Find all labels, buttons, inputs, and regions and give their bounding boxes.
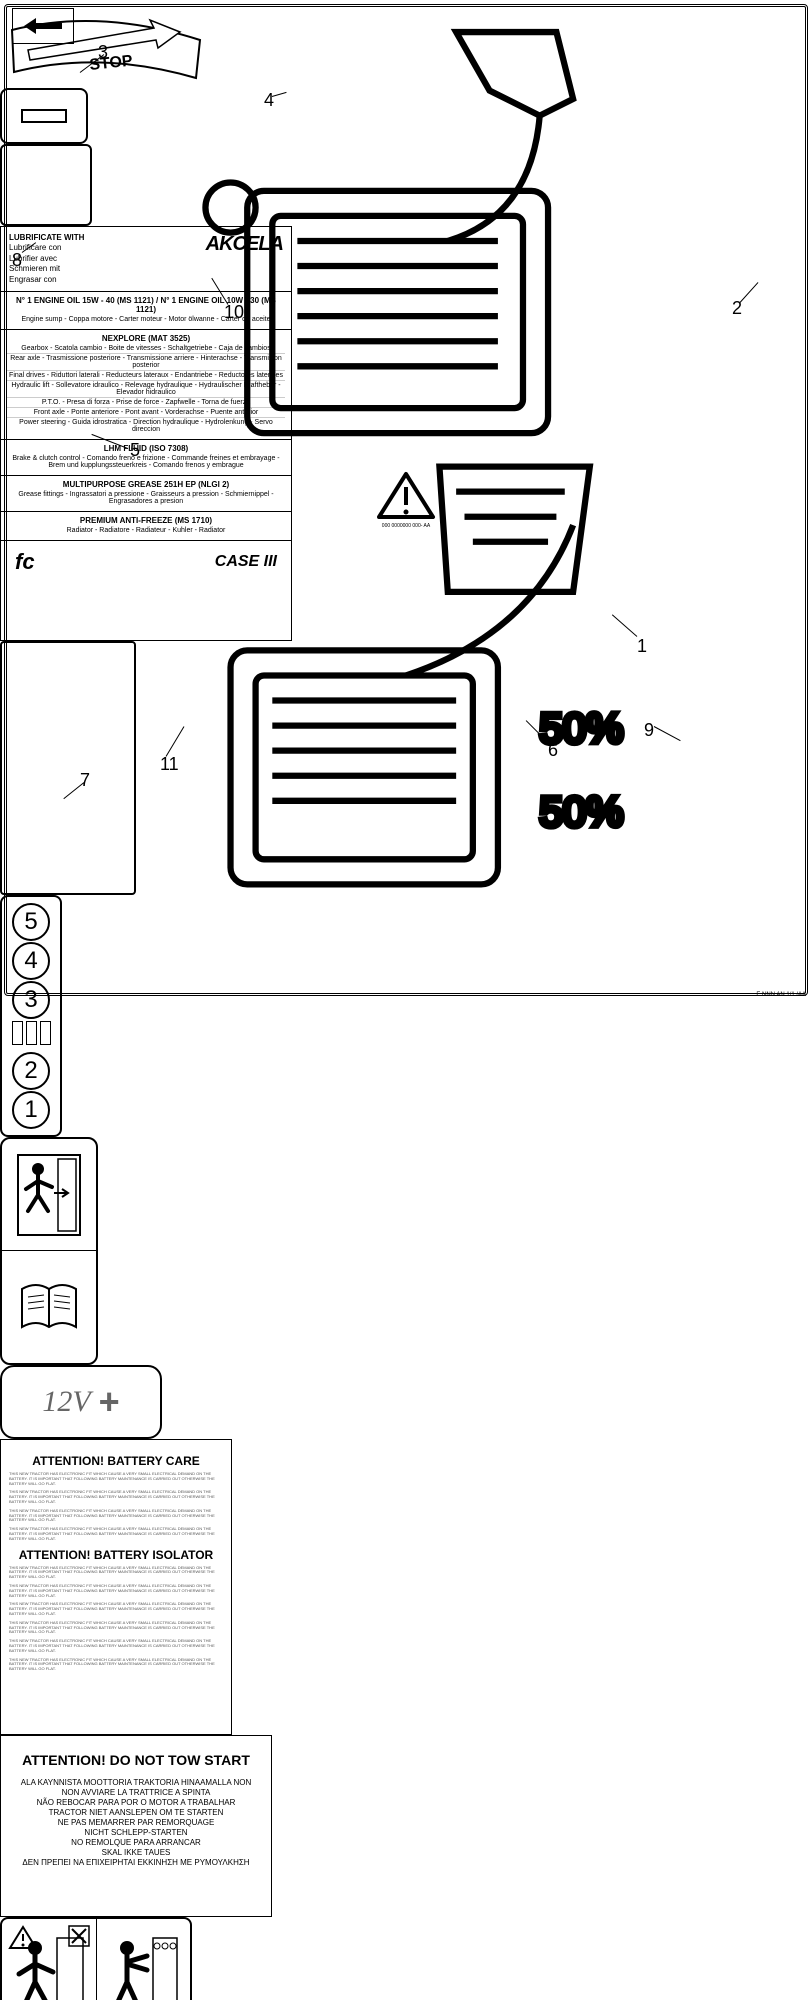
callout-6: 6 <box>548 740 558 761</box>
gear-2: 2 <box>12 1052 50 1090</box>
callout-10: 10 <box>224 302 244 323</box>
voltage-text: 12V <box>42 1385 90 1419</box>
tow-line: ΔΕΝ ΠΡΕΠΕΙ ΝΑ ΕΠΙΧΕΙΡΗΤΑΙ ΕΚΚΙΝΗΣΗ ΜΕ ΡΥ… <box>11 1858 261 1867</box>
engine-coolant-decal: 50% 50% E NNN AN 1/1 /AA <box>0 641 136 895</box>
battery-para-8: THIS NEW TRACTOR HAS ELECTRONIC FIT WHIC… <box>9 1621 223 1635</box>
battery-para-6: THIS NEW TRACTOR HAS ELECTRONIC FIT WHIC… <box>9 1584 223 1598</box>
battery-title-2: ATTENTION! BATTERY ISOLATOR <box>9 1548 223 1562</box>
voltage-decal: 12V + <box>0 1365 162 1439</box>
tow-line: NO REMOLQUE PARA ARRANCAR <box>11 1838 261 1847</box>
callout-5: 5 <box>130 440 140 461</box>
callout-4: 4 <box>264 90 274 111</box>
callout-3: 3 <box>98 42 108 63</box>
cross-icon <box>68 1925 90 1947</box>
callout-7: 7 <box>80 770 90 791</box>
gear-1: 1 <box>12 1091 50 1129</box>
tow-title: ATTENTION! DO NOT TOW START <box>11 1752 261 1768</box>
gear-shift-icons <box>11 1021 51 1051</box>
battery-para-10: THIS NEW TRACTOR HAS ELECTRONIC FIT WHIC… <box>9 1658 223 1672</box>
tow-warning-decal: ATTENTION! DO NOT TOW START ALA KAYNNIST… <box>0 1735 272 1917</box>
callout-11: 11 <box>160 754 179 775</box>
tow-line: NE PAS MEMARRER PAR REMORQUAGE <box>11 1818 261 1827</box>
tow-line: SKAL IKKE TAUES <box>11 1848 261 1857</box>
callout-9: 9 <box>644 720 654 741</box>
svg-text:50%: 50% <box>540 788 624 835</box>
callout-8: 8 <box>12 250 22 271</box>
tow-line: ALA KAYNNISTA MOOTTORIA TRAKTORIA HINAAM… <box>11 1778 261 1787</box>
battery-care-decal: ATTENTION! BATTERY CARE THIS NEW TRACTOR… <box>0 1439 232 1735</box>
voltage-plus-icon: + <box>99 1381 120 1423</box>
tow-line: NICHT SCHLEPP-STARTEN <box>11 1828 261 1837</box>
engine-code: E NNN AN 1/1 /AA <box>756 992 806 998</box>
battery-para-7: THIS NEW TRACTOR HAS ELECTRONIC FIT WHIC… <box>9 1602 223 1616</box>
battery-para-3: THIS NEW TRACTOR HAS ELECTRONIC FIT WHIC… <box>9 1509 223 1523</box>
battery-para-5: THIS NEW TRACTOR HAS ELECTRONIC FIT WHIC… <box>9 1566 223 1580</box>
exit-manual-decal <box>0 1137 98 1365</box>
battery-para-9: THIS NEW TRACTOR HAS ELECTRONIC FIT WHIC… <box>9 1639 223 1653</box>
safety-entry-decal <box>0 1917 192 2000</box>
tow-line: TRACTOR NIET AANSLEPEN OM TE STARTEN <box>11 1808 261 1817</box>
battery-para-2: THIS NEW TRACTOR HAS ELECTRONIC FIT WHIC… <box>9 1490 223 1504</box>
battery-title-1: ATTENTION! BATTERY CARE <box>9 1454 223 1468</box>
battery-para-4: THIS NEW TRACTOR HAS ELECTRONIC FIT WHIC… <box>9 1527 223 1541</box>
tow-line: NÃO REBOCAR PARA POR O MOTOR A TRABALHAR <box>11 1798 261 1807</box>
callout-1: 1 <box>637 636 647 657</box>
tow-line: NON AVVIARE LA TRATTRICE A SPINTA <box>11 1788 261 1797</box>
battery-para-1: THIS NEW TRACTOR HAS ELECTRONIC FIT WHIC… <box>9 1472 223 1486</box>
